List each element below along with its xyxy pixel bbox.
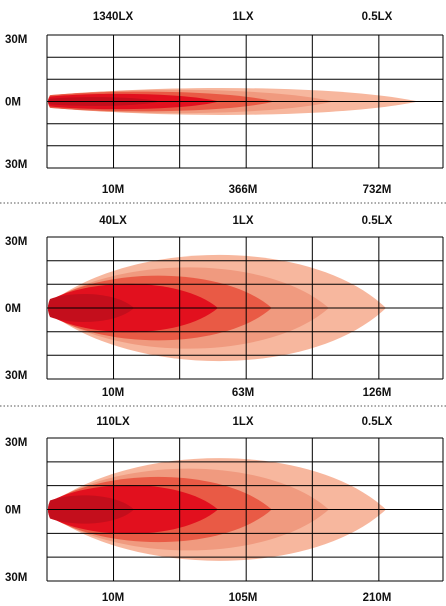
y-label-2-3: 30M — [5, 370, 27, 382]
bottom-label-3-2: 105M — [229, 592, 258, 604]
bottom-label-1-1: 10M — [102, 184, 124, 196]
y-label-1-1: 30M — [5, 34, 27, 46]
bottom-label-3-3: 210M — [363, 592, 392, 604]
top-label-3-2: 1LX — [232, 416, 253, 428]
bottom-label-3-1: 10M — [102, 592, 124, 604]
y-label-1-2: 0M — [5, 97, 21, 109]
bottom-label-1-2: 366M — [229, 184, 258, 196]
top-label-1-1: 1340LX — [93, 11, 134, 23]
y-label-2-1: 30M — [5, 236, 27, 248]
top-label-3-3: 0.5LX — [362, 416, 393, 428]
top-label-1-3: 0.5LX — [362, 11, 393, 23]
top-label-2-1: 40LX — [99, 215, 127, 227]
top-label-3-1: 110LX — [96, 416, 130, 428]
y-label-3-2: 0M — [5, 505, 21, 517]
top-label-2-3: 0.5LX — [362, 215, 393, 227]
y-label-2-2: 0M — [5, 303, 21, 315]
y-label-3-1: 30M — [5, 437, 27, 449]
top-label-1-2: 1LX — [232, 11, 253, 23]
bottom-label-2-1: 10M — [102, 387, 124, 399]
y-label-3-3: 30M — [5, 572, 27, 584]
bottom-label-2-2: 63M — [232, 387, 254, 399]
y-label-1-3: 30M — [5, 159, 27, 171]
top-label-2-2: 1LX — [232, 215, 253, 227]
bottom-label-2-3: 126M — [363, 387, 392, 399]
bottom-label-1-3: 732M — [363, 184, 392, 196]
